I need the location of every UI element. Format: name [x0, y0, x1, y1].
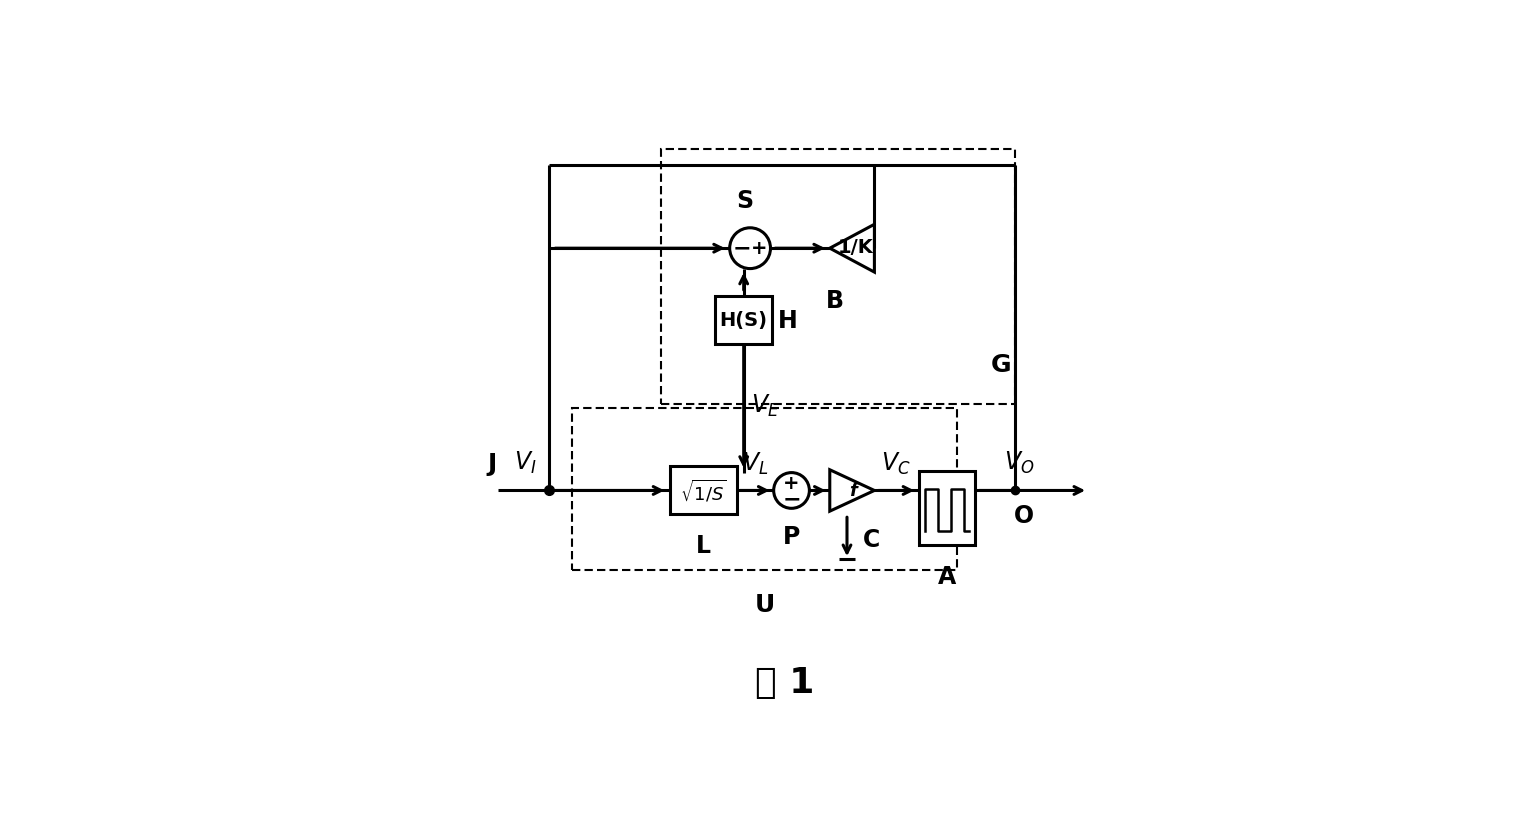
Text: B: B [826, 289, 844, 313]
Text: U: U [754, 593, 775, 617]
Polygon shape [830, 225, 875, 273]
Bar [571, 408, 958, 571]
Text: $V_I$: $V_I$ [515, 449, 536, 475]
Text: C: C [863, 528, 879, 552]
Text: H: H [778, 308, 797, 332]
Bar [660, 151, 1014, 405]
Bar [919, 471, 976, 545]
Text: $V_E$: $V_E$ [751, 393, 780, 418]
Text: 1/K: 1/K [838, 237, 873, 256]
Text: S: S [737, 189, 754, 213]
Text: $V_L$: $V_L$ [743, 451, 769, 477]
Text: L: L [697, 533, 711, 557]
Polygon shape [830, 471, 875, 512]
Text: G: G [991, 352, 1011, 376]
Text: P: P [783, 524, 800, 548]
Circle shape [774, 473, 809, 509]
Text: 图 1: 图 1 [755, 665, 815, 699]
Bar [671, 466, 737, 514]
Text: O: O [1013, 504, 1034, 528]
Text: −: − [783, 489, 801, 509]
Text: −: − [732, 238, 751, 258]
Circle shape [729, 228, 771, 270]
Text: $V_C$: $V_C$ [881, 451, 910, 477]
Text: f: f [849, 482, 858, 500]
Text: $\sqrt[\ ]{1/S}$: $\sqrt[\ ]{1/S}$ [680, 477, 726, 504]
Text: +: + [783, 474, 800, 493]
Text: A: A [938, 564, 956, 588]
Bar [715, 297, 772, 344]
Text: +: + [751, 238, 768, 257]
Text: H(S): H(S) [720, 311, 768, 330]
Text: $V_O$: $V_O$ [1003, 449, 1034, 475]
Text: J: J [487, 451, 496, 475]
